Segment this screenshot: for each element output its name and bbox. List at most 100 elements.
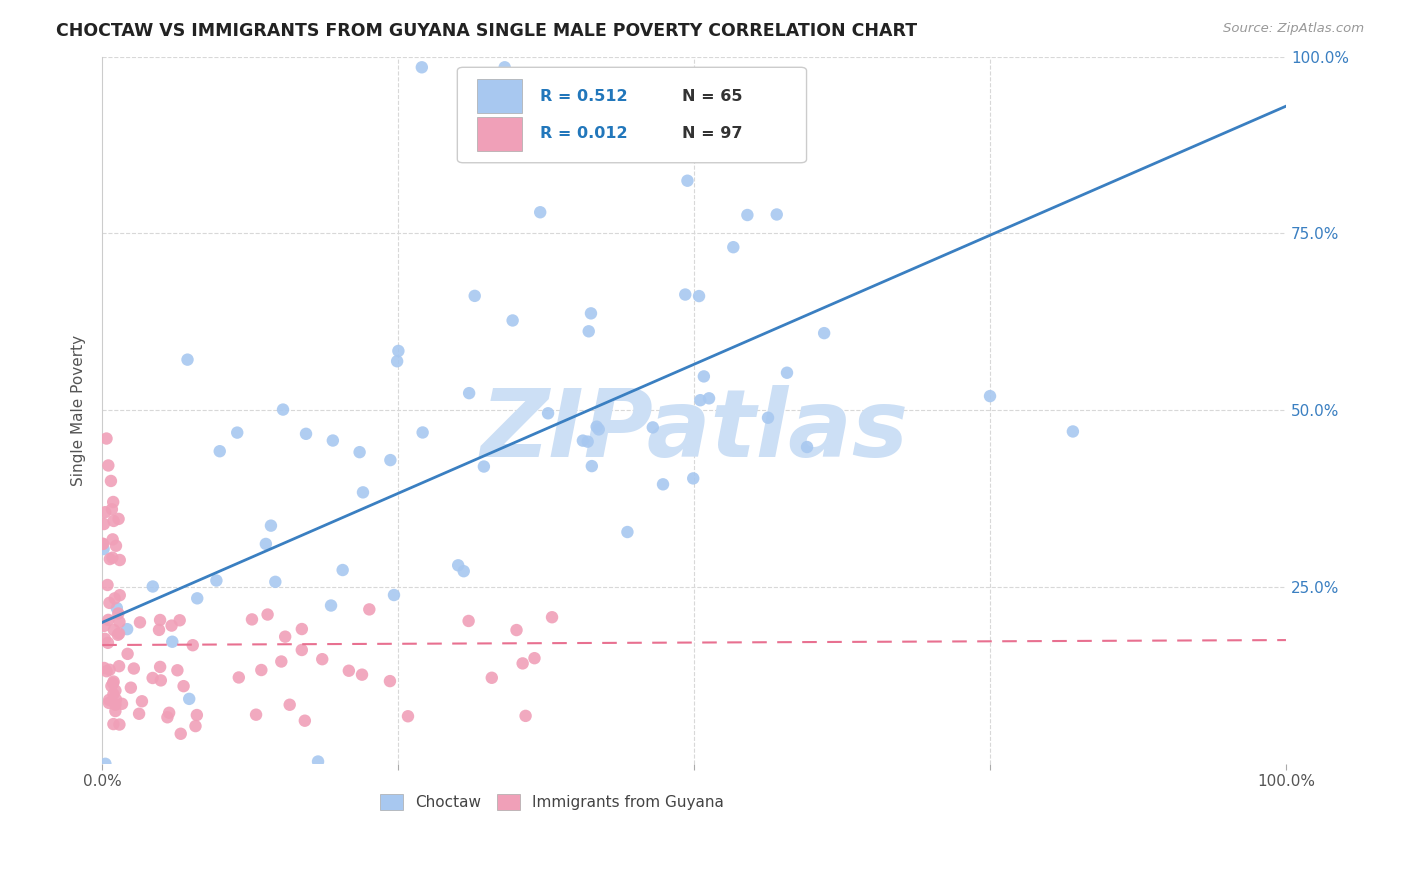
Text: CHOCTAW VS IMMIGRANTS FROM GUYANA SINGLE MALE POVERTY CORRELATION CHART: CHOCTAW VS IMMIGRANTS FROM GUYANA SINGLE… xyxy=(56,22,917,40)
Point xyxy=(689,393,711,408)
Point xyxy=(91,537,114,551)
Point xyxy=(387,343,409,358)
Point xyxy=(91,537,114,551)
Point xyxy=(94,505,117,519)
Point xyxy=(96,432,118,446)
Point xyxy=(278,698,301,712)
Legend: Choctaw, Immigrants from Guyana: Choctaw, Immigrants from Guyana xyxy=(374,788,730,816)
Point xyxy=(162,634,184,648)
Point xyxy=(271,402,294,417)
Point xyxy=(93,517,115,532)
Text: R = 0.012: R = 0.012 xyxy=(540,127,628,141)
Point xyxy=(979,389,1001,403)
Point xyxy=(765,207,787,221)
Point xyxy=(756,410,779,425)
Point xyxy=(245,707,267,722)
Point xyxy=(170,727,193,741)
Point xyxy=(1062,425,1084,439)
Point xyxy=(581,459,603,474)
Point xyxy=(103,687,125,701)
Point xyxy=(104,698,127,712)
Point xyxy=(208,444,231,458)
Point xyxy=(576,434,599,449)
Point xyxy=(142,580,165,594)
Point xyxy=(149,613,172,627)
Point xyxy=(676,174,699,188)
Point xyxy=(352,485,374,500)
Point xyxy=(457,614,479,628)
Point xyxy=(776,366,799,380)
Point xyxy=(359,602,381,616)
Text: Source: ZipAtlas.com: Source: ZipAtlas.com xyxy=(1223,22,1364,36)
Point xyxy=(693,369,716,384)
Point xyxy=(98,552,121,566)
Point xyxy=(103,674,125,689)
Point xyxy=(291,643,314,657)
Point xyxy=(796,440,818,454)
FancyBboxPatch shape xyxy=(478,117,523,151)
Point xyxy=(529,205,551,219)
Point xyxy=(104,704,127,718)
Point xyxy=(641,420,664,434)
Point xyxy=(205,574,228,588)
Point xyxy=(101,676,124,690)
Point xyxy=(122,661,145,675)
Point xyxy=(156,710,179,724)
Point xyxy=(115,622,138,636)
Point xyxy=(697,392,720,406)
Point xyxy=(311,652,333,666)
Point xyxy=(350,667,373,681)
Point xyxy=(228,670,250,684)
Point xyxy=(111,697,134,711)
Point xyxy=(264,574,287,589)
Point xyxy=(382,588,405,602)
Point xyxy=(458,386,481,401)
Point xyxy=(447,558,470,573)
Point xyxy=(294,714,316,728)
Point xyxy=(100,679,122,693)
Point xyxy=(337,664,360,678)
Point xyxy=(117,647,139,661)
Point xyxy=(385,354,408,368)
Point xyxy=(319,599,342,613)
Point xyxy=(291,622,314,636)
Point xyxy=(673,287,696,301)
Point xyxy=(578,324,600,338)
FancyBboxPatch shape xyxy=(478,79,523,113)
Point xyxy=(585,419,607,434)
Point xyxy=(100,474,122,488)
Point xyxy=(96,664,118,678)
Point xyxy=(157,706,180,720)
Point xyxy=(723,240,745,254)
Point xyxy=(104,539,127,553)
Point xyxy=(184,719,207,733)
Point xyxy=(97,636,120,650)
Point xyxy=(166,663,188,677)
Point xyxy=(108,615,131,629)
Point xyxy=(107,512,129,526)
Point xyxy=(142,671,165,685)
Point xyxy=(107,607,129,621)
Point xyxy=(94,632,117,646)
Point xyxy=(98,693,121,707)
Text: N = 97: N = 97 xyxy=(682,127,742,141)
Point xyxy=(652,477,675,491)
Point xyxy=(103,514,125,528)
Point xyxy=(104,683,127,698)
FancyBboxPatch shape xyxy=(457,67,807,162)
Point xyxy=(260,518,283,533)
Point xyxy=(93,619,115,633)
Point xyxy=(226,425,249,440)
Point xyxy=(737,208,759,222)
Point xyxy=(131,694,153,708)
Point xyxy=(103,623,125,637)
Point xyxy=(173,679,195,693)
Point xyxy=(512,657,534,671)
Point xyxy=(186,591,208,606)
Text: R = 0.512: R = 0.512 xyxy=(540,89,628,103)
Text: N = 65: N = 65 xyxy=(682,89,742,103)
Point xyxy=(250,663,273,677)
Point xyxy=(396,709,419,723)
Point xyxy=(93,661,115,675)
Point xyxy=(295,426,318,441)
